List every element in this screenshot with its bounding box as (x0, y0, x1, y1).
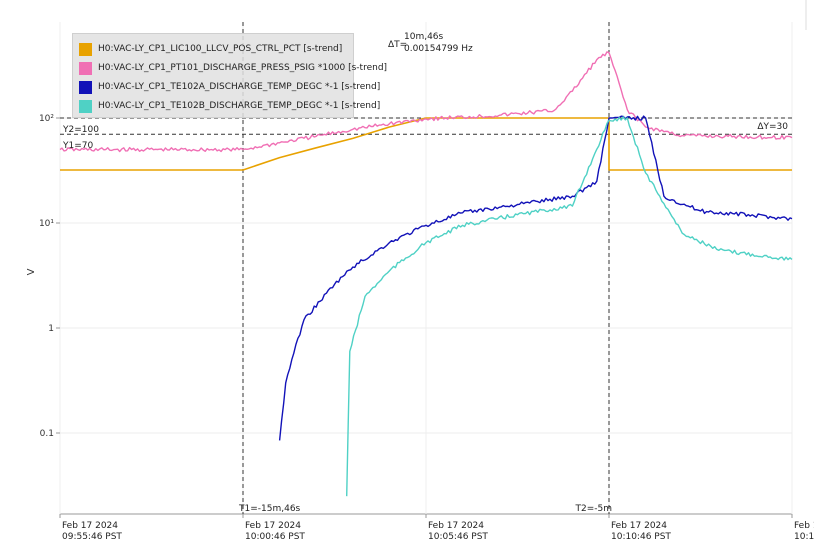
y-tick-label: 0.1 (40, 429, 54, 439)
x-tick-date: Feb 17 2024 (611, 521, 667, 531)
legend-swatch (79, 80, 92, 94)
t2-cursor-label: T2=-5m (574, 504, 612, 514)
legend-label: H0:VAC-LY_CP1_TE102A_DISCHARGE_TEMP_DEGC… (98, 82, 381, 92)
x-tick-date: Feb 17 2024 (62, 521, 118, 531)
t1-cursor-label: T1=-15m,46s (238, 504, 301, 514)
x-tick-date: Feb 17 2024 (794, 521, 814, 531)
legend-item[interactable]: H0:VAC-LY_CP1_LIC100_LLCV_POS_CTRL_PCT [… (79, 41, 342, 57)
legend: H0:VAC-LY_CP1_LIC100_LLCV_POS_CTRL_PCT [… (72, 33, 387, 118)
x-tick-time: 10:05:46 PST (428, 532, 488, 542)
x-tick-time: 10:15:46 PST (794, 532, 814, 542)
legend-label: H0:VAC-LY_CP1_PT101_DISCHARGE_PRESS_PSIG… (98, 63, 388, 73)
series-line (60, 117, 792, 171)
y-tick-label: 10¹ (39, 219, 54, 229)
x-tick-date: Feb 17 2024 (245, 521, 301, 531)
legend-swatch (79, 61, 92, 75)
x-tick-time: 10:10:46 PST (611, 532, 671, 542)
delta-y-label: ΔY=30 (757, 122, 788, 132)
delta-t-prefix: ΔT= (388, 40, 407, 50)
y2-cursor-label: Y2=100 (62, 125, 99, 135)
x-tick-time: 09:55:46 PST (62, 532, 122, 542)
legend-swatch (79, 42, 92, 56)
series-lines (59, 51, 793, 497)
legend-label: H0:VAC-LY_CP1_TE102B_DISCHARGE_TEMP_DEGC… (98, 101, 381, 111)
legend-item[interactable]: H0:VAC-LY_CP1_TE102B_DISCHARGE_TEMP_DEGC… (79, 98, 380, 114)
cursor-labels: ΔT= 10m,46s 0.00154799 Hz Y2=100 Y1=70 Δ… (62, 32, 788, 514)
x-tick-time: 10:00:46 PST (245, 532, 305, 542)
legend-item[interactable]: H0:VAC-LY_CP1_TE102A_DISCHARGE_TEMP_DEGC… (79, 79, 380, 95)
legend-item[interactable]: H0:VAC-LY_CP1_PT101_DISCHARGE_PRESS_PSIG… (79, 60, 387, 76)
legend-swatch (79, 99, 92, 113)
delta-t-value: 10m,46s (404, 32, 444, 42)
series-line (278, 115, 793, 441)
x-tick-date: Feb 17 2024 (428, 521, 484, 531)
y-axis: V 10² 10¹ 1 0.1 (26, 114, 60, 439)
series-line (346, 116, 793, 497)
legend-label: H0:VAC-LY_CP1_LIC100_LLCV_POS_CTRL_PCT [… (98, 44, 343, 54)
y-tick-label: 10² (39, 114, 54, 124)
y1-cursor-label: Y1=70 (62, 141, 93, 151)
y-tick-label: 1 (48, 324, 54, 334)
delta-t-frequency: 0.00154799 Hz (404, 44, 473, 54)
y-axis-label: V (26, 268, 37, 275)
series-line (59, 51, 793, 153)
